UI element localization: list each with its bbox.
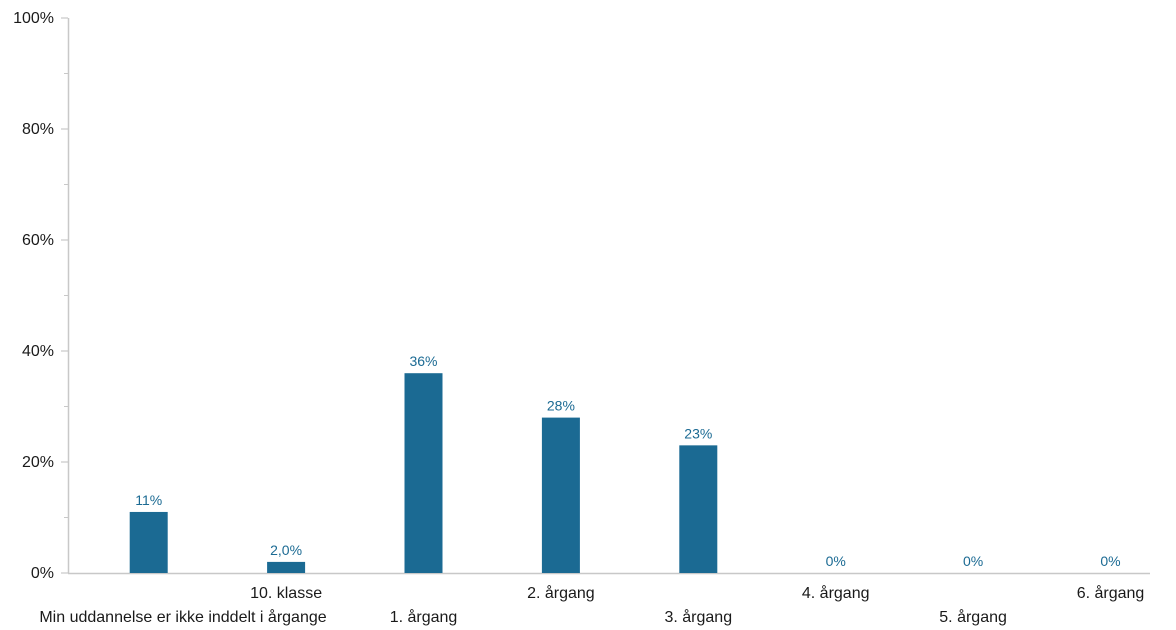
y-tick-label: 20% bbox=[22, 454, 54, 471]
bar bbox=[267, 561, 306, 573]
category-labels: Min uddannelse er ikke inddelt i årgange… bbox=[39, 584, 1144, 626]
y-axis: 0% 20% 40% 60% 80% 100% bbox=[13, 10, 70, 582]
category-label: 10. klasse bbox=[250, 585, 322, 602]
data-label: 0% bbox=[1100, 553, 1120, 569]
category-label: 2. årgang bbox=[527, 584, 595, 602]
bar bbox=[679, 445, 718, 573]
category-label: Min uddannelse er ikke inddelt i årgange bbox=[39, 608, 326, 626]
category-label: 6. årgang bbox=[1077, 584, 1145, 602]
bar bbox=[129, 511, 168, 573]
category-label: 4. årgang bbox=[802, 584, 870, 602]
data-label: 36% bbox=[409, 353, 437, 369]
category-label: 5. årgang bbox=[939, 608, 1007, 626]
category-label: 1. årgang bbox=[390, 608, 458, 626]
data-label: 2,0% bbox=[270, 542, 302, 558]
data-label: 0% bbox=[826, 553, 846, 569]
data-label: 0% bbox=[963, 553, 983, 569]
y-tick-label: 40% bbox=[22, 343, 54, 360]
y-tick-label: 100% bbox=[13, 10, 54, 27]
data-label: 28% bbox=[547, 398, 575, 414]
data-label: 11% bbox=[135, 492, 162, 508]
y-tick-label: 60% bbox=[22, 232, 54, 249]
bars bbox=[129, 373, 718, 573]
category-label: 3. årgang bbox=[664, 608, 732, 626]
data-label: 23% bbox=[684, 425, 712, 441]
y-tick-label: 80% bbox=[22, 121, 54, 138]
data-labels: 11% 2,0% 36% 28% 23% 0% 0% 0% bbox=[135, 353, 1120, 569]
y-tick-label: 0% bbox=[31, 565, 54, 582]
bar bbox=[404, 373, 443, 573]
bar bbox=[541, 417, 580, 573]
